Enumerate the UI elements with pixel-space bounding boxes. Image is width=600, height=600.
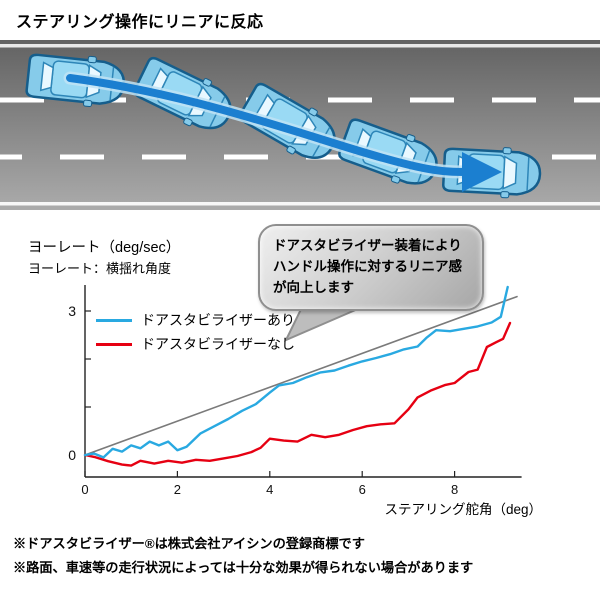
road-edge-line-bottom [0, 202, 600, 206]
svg-text:6: 6 [359, 482, 366, 497]
legend-item-without-stabilizer: ドアスタビライザーなし [96, 332, 295, 356]
svg-text:8: 8 [451, 482, 458, 497]
x-axis-title: ステアリング舵角（deg） [384, 502, 542, 517]
chart-legend: ドアスタビライザーあり ドアスタビライザーなし [96, 308, 295, 356]
road-illustration [0, 40, 600, 210]
legend-item-with-stabilizer: ドアスタビライザーあり [96, 308, 295, 332]
page-title: ステアリング操作にリニアに反応 [16, 14, 264, 31]
footnote-disclaimer: ※路面、車速等の走行状況によっては十分な効果が得られない場合があります [13, 560, 474, 575]
road-edge-line-top [0, 44, 600, 48]
callout-line: ドアスタビライザー装着により [273, 238, 462, 253]
svg-text:4: 4 [266, 482, 273, 497]
callout-line: ハンドル操作に対するリニア感 [273, 258, 462, 274]
svg-text:0: 0 [81, 482, 88, 497]
yaw-rate-line-chart: 0 2 4 6 8 0 3 [68, 285, 522, 497]
footnote-trademark: ※ドアスタビライザー®は株式会社アイシンの登録商標です [13, 536, 365, 551]
y-axis-note: ヨーレート：横揺れ角度 [28, 261, 172, 276]
legend-label: ドアスタビライザーなし [141, 336, 295, 352]
callout-line: が向上します [273, 279, 354, 295]
legend-label: ドアスタビライザーあり [141, 312, 295, 328]
svg-text:3: 3 [68, 303, 76, 319]
svg-text:0: 0 [68, 447, 76, 463]
callout-bubble: ドアスタビライザー装着により ハンドル操作に対するリニア感 が向上します [258, 224, 484, 311]
lane-change-arrow-icon [66, 74, 502, 192]
legend-line-sample-blue [96, 318, 132, 322]
y-axis-title: ヨーレート（deg/sec） [28, 240, 181, 256]
road-svg [0, 40, 600, 210]
svg-text:2: 2 [174, 482, 181, 497]
legend-line-sample-red [96, 342, 132, 346]
